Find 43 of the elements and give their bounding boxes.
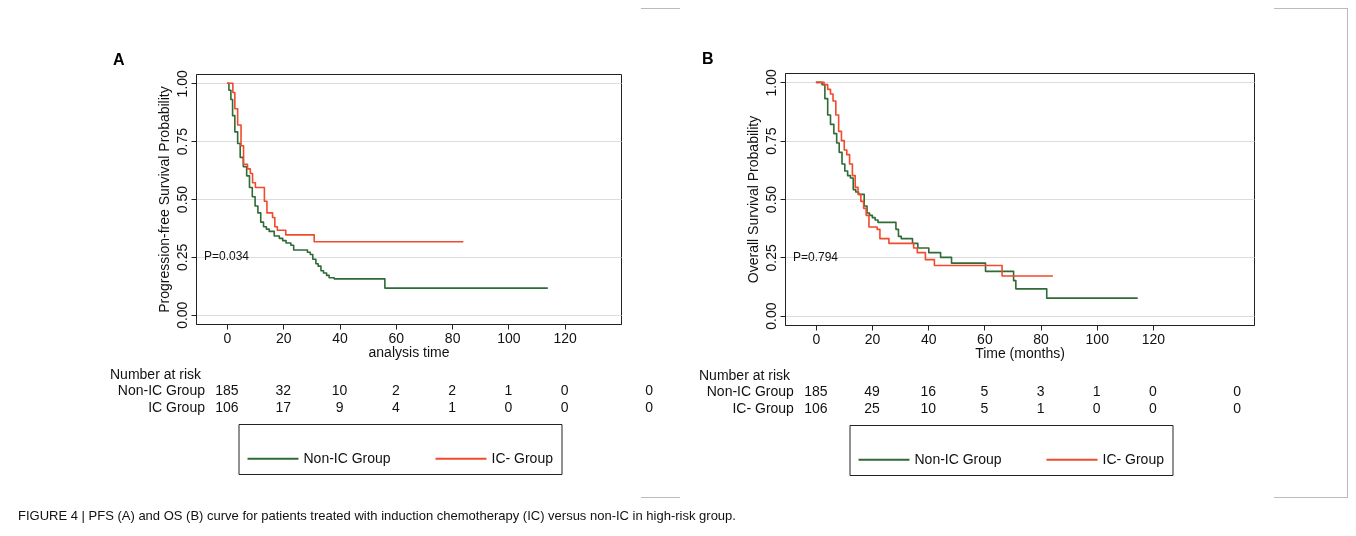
y-tick-label: 0.75 bbox=[173, 127, 190, 156]
y-tick-label: 0.75 bbox=[762, 127, 779, 155]
chart-title: B bbox=[702, 49, 714, 67]
x-tick-label: 100 bbox=[497, 329, 521, 346]
text: Non-IC Group 185 49 16 5 3 1 0 0 bbox=[706, 383, 1242, 399]
x-tick-label: 20 bbox=[275, 329, 292, 346]
x-tick-label: 120 bbox=[553, 329, 578, 346]
legend-label: Non-IC Group bbox=[303, 449, 391, 466]
y-tick-label: 0.25 bbox=[173, 243, 190, 271]
y-tick-label: 0.50 bbox=[762, 185, 779, 214]
x-tick-label: 40 bbox=[920, 330, 937, 347]
legend-label: IC- Group bbox=[491, 449, 554, 466]
y-tick-label: 1.00 bbox=[173, 69, 190, 98]
legend-label: Non-IC Group bbox=[914, 450, 1002, 467]
x-tick-label: 80 bbox=[1033, 330, 1050, 347]
y-tick-label: 1.00 bbox=[762, 69, 779, 97]
x-axis-title: Time (months) bbox=[975, 344, 1065, 361]
x-tick-label: 120 bbox=[1141, 330, 1166, 347]
text: Non-IC Group 185 32 10 2 2 1 0 0 bbox=[117, 382, 654, 398]
y-tick-label: 0.25 bbox=[762, 244, 779, 272]
x-tick-label: 20 bbox=[864, 330, 881, 347]
x-tick-label: 0 bbox=[812, 330, 821, 347]
text: IC- Group 106 25 10 5 1 0 0 0 bbox=[732, 400, 1242, 416]
x-tick-label: 80 bbox=[444, 329, 461, 346]
x-tick-label: 100 bbox=[1085, 330, 1110, 347]
x-axis-title: analysis time bbox=[368, 343, 450, 360]
x-tick-label: 40 bbox=[332, 329, 349, 346]
legend-label: IC- Group bbox=[1102, 450, 1165, 467]
caption: FIGURE 4 | PFS (A) and OS (B) curve for patients treated with induction chemotherapy (IC) versus non-IC in high-risk group. bbox=[18, 508, 736, 523]
text: IC Group 106 17 9 4 1 0 0 0 bbox=[148, 399, 654, 415]
text: Number at risk bbox=[110, 366, 202, 382]
y-tick-label: 0.00 bbox=[173, 301, 190, 329]
x-tick-label: 60 bbox=[388, 329, 405, 346]
y-tick-label: 0.50 bbox=[173, 185, 190, 214]
x-tick-label: 0 bbox=[223, 329, 232, 346]
annotation: P=0.794 bbox=[793, 250, 839, 264]
y-axis-title: Progression-free Survival Probability bbox=[155, 86, 172, 313]
y-axis-title: Overall Survival Probability bbox=[744, 115, 761, 284]
x-tick-label: 60 bbox=[977, 330, 993, 347]
y-tick-label: 0.00 bbox=[762, 302, 779, 330]
annotation: P=0.034 bbox=[204, 249, 250, 263]
text: Number at risk bbox=[699, 367, 791, 383]
chart-title: A bbox=[113, 50, 125, 68]
